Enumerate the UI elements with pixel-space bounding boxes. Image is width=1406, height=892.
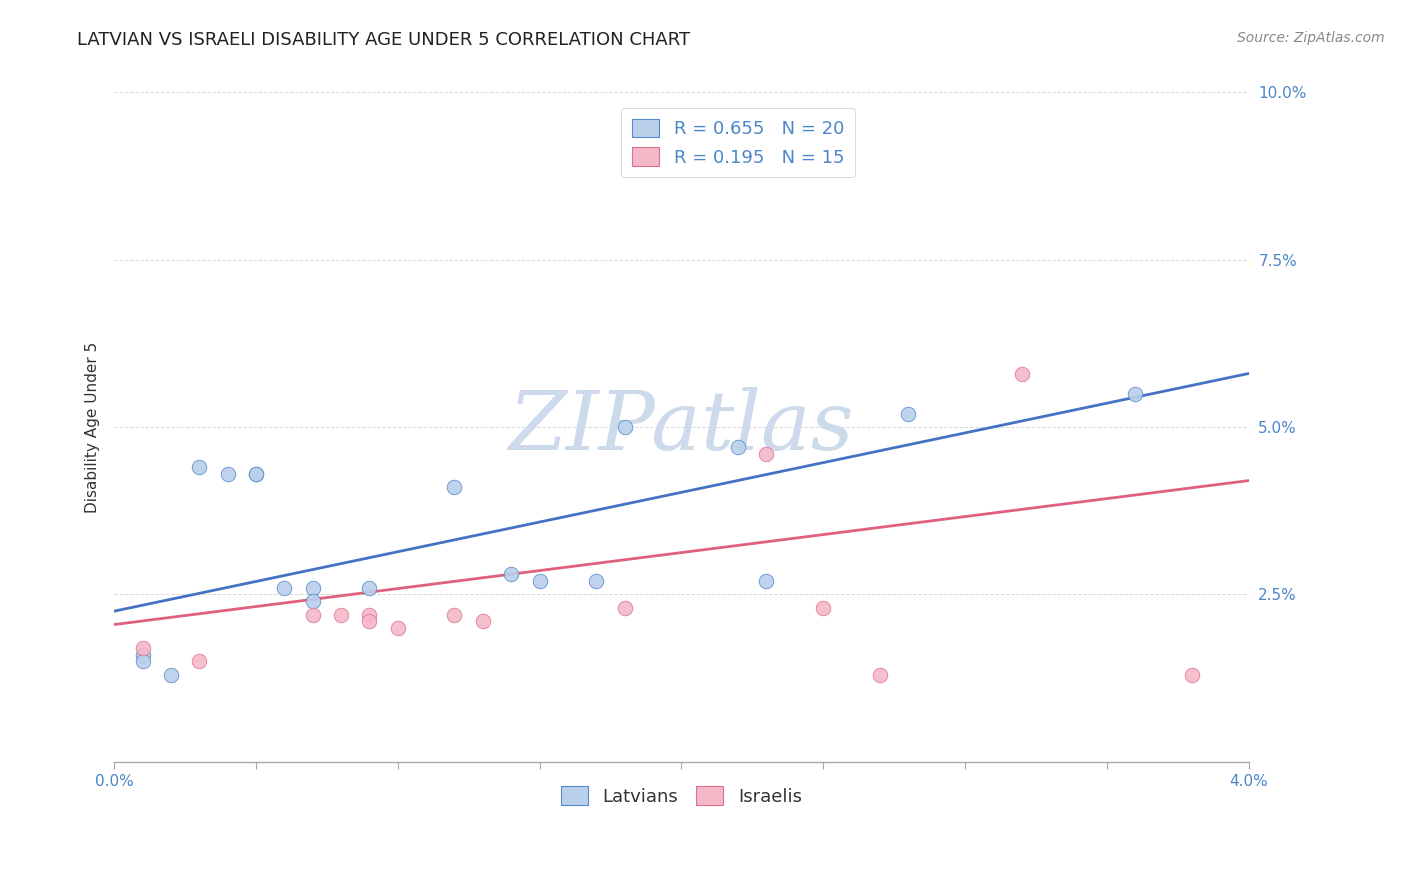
Point [501,567,523,582]
Point [245,467,267,481]
Point [359,614,381,628]
Point [443,607,465,622]
Point [869,667,891,681]
Point [897,407,920,421]
Point [1011,367,1033,381]
Point [585,574,607,588]
Point [188,654,211,668]
Point [613,420,636,434]
Point [359,607,381,622]
Point [245,467,267,481]
Point [301,607,323,622]
Point [217,467,239,481]
Point [273,581,295,595]
Text: Source: ZipAtlas.com: Source: ZipAtlas.com [1237,31,1385,45]
Point [613,600,636,615]
Point [1123,386,1146,401]
Point [755,574,778,588]
Point [359,581,381,595]
Point [301,581,323,595]
Point [811,600,834,615]
Point [1181,667,1204,681]
Point [131,648,153,662]
Point [387,621,409,635]
Point [529,574,551,588]
Y-axis label: Disability Age Under 5: Disability Age Under 5 [86,342,100,513]
Point [471,614,494,628]
Point [330,607,353,622]
Point [727,440,749,454]
Point [641,119,664,133]
Text: LATVIAN VS ISRAELI DISABILITY AGE UNDER 5 CORRELATION CHART: LATVIAN VS ISRAELI DISABILITY AGE UNDER … [77,31,690,49]
Legend: Latvians, Israelis: Latvians, Israelis [554,780,808,813]
Point [131,654,153,668]
Point [160,667,183,681]
Point [443,480,465,494]
Point [755,447,778,461]
Point [188,460,211,475]
Text: ZIPatlas: ZIPatlas [509,387,853,467]
Point [131,640,153,655]
Point [301,594,323,608]
